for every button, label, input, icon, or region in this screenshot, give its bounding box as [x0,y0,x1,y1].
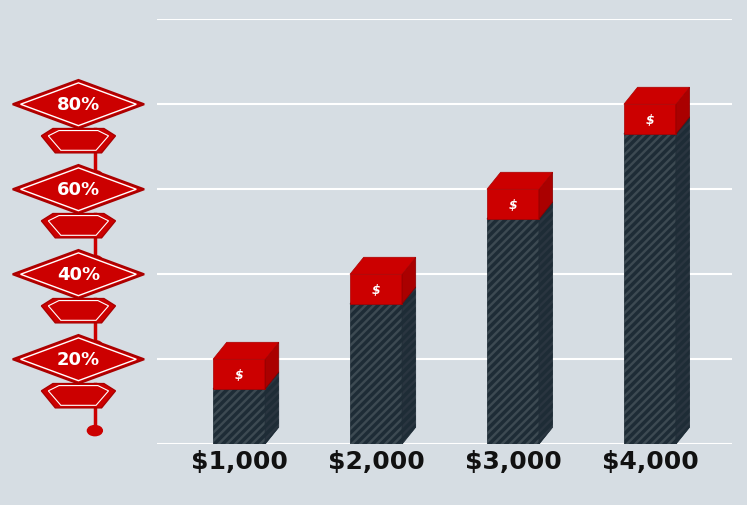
Polygon shape [487,220,539,444]
Polygon shape [487,203,553,220]
Polygon shape [350,287,415,305]
Polygon shape [676,118,689,444]
Text: 40%: 40% [57,266,100,284]
Polygon shape [265,342,279,389]
Polygon shape [539,173,553,220]
Polygon shape [624,135,676,444]
Polygon shape [487,190,539,220]
Polygon shape [265,372,279,444]
Polygon shape [487,173,553,190]
Polygon shape [624,88,689,105]
Polygon shape [402,258,415,305]
Text: 20%: 20% [57,350,100,369]
Text: 80%: 80% [57,96,100,114]
Text: $: $ [509,198,518,211]
Polygon shape [350,305,402,444]
Polygon shape [350,258,415,275]
Polygon shape [213,360,265,389]
Polygon shape [539,203,553,444]
Polygon shape [676,88,689,135]
Polygon shape [350,275,402,305]
Text: $: $ [371,283,380,296]
Polygon shape [624,118,689,135]
Text: 60%: 60% [57,181,100,199]
Polygon shape [213,342,279,360]
Text: $: $ [235,368,244,381]
Polygon shape [213,389,265,444]
Text: $: $ [645,114,654,126]
Polygon shape [213,372,279,389]
Polygon shape [624,105,676,135]
Polygon shape [402,287,415,444]
